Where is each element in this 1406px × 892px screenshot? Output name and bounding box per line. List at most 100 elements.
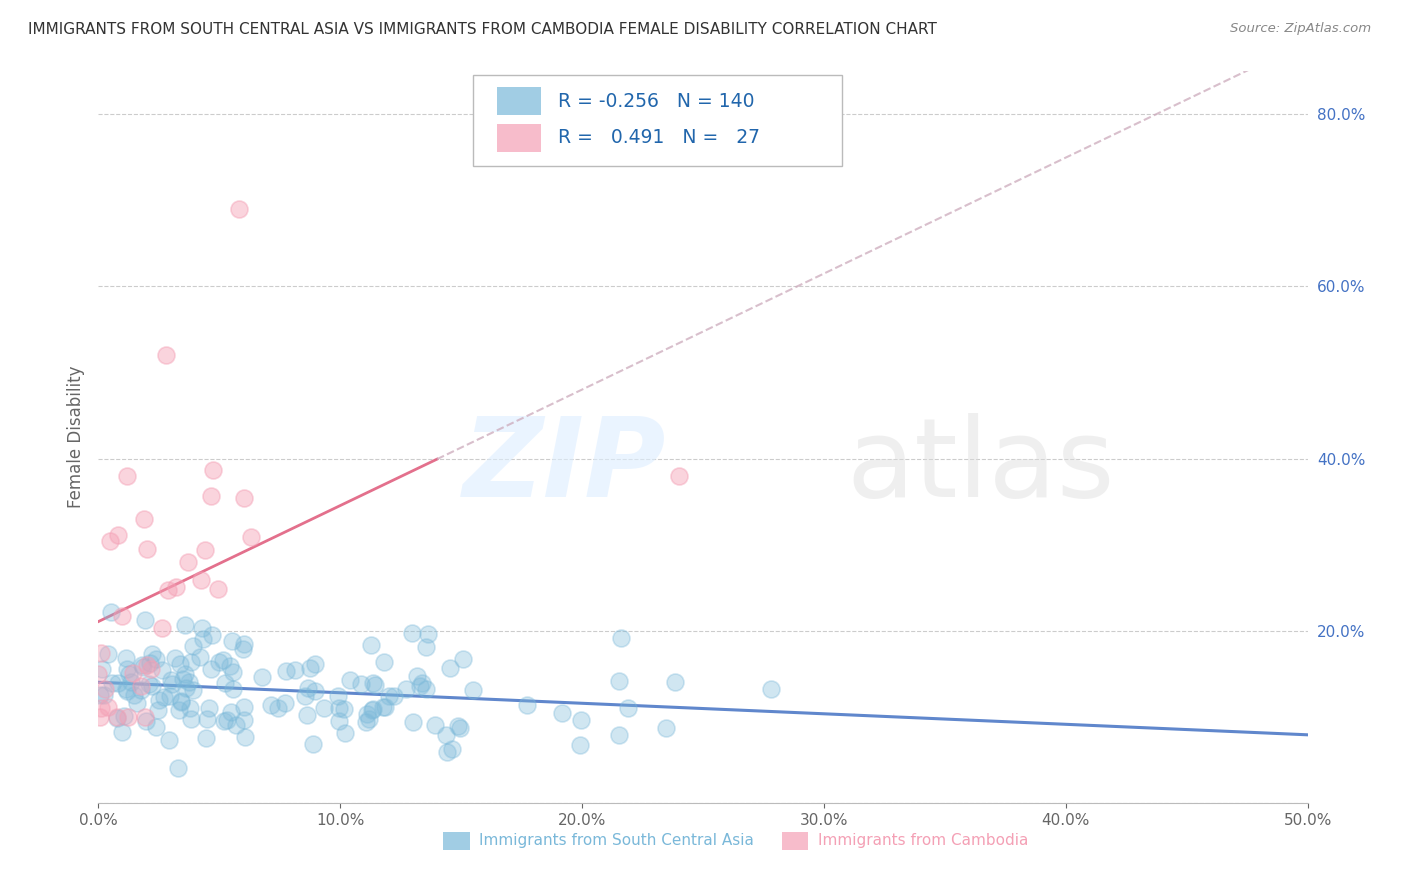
Point	[173, 667, 195, 681]
Text: IMMIGRANTS FROM SOUTH CENTRAL ASIA VS IMMIGRANTS FROM CAMBODIA FEMALE DISABILITY: IMMIGRANTS FROM SOUTH CENTRAL ASIA VS IM…	[28, 22, 936, 37]
Point	[134, 512, 156, 526]
Point	[118, 667, 141, 681]
Point	[112, 708, 135, 723]
Point	[90, 646, 112, 660]
Point	[155, 348, 177, 362]
Point	[131, 679, 153, 693]
Point	[132, 660, 155, 674]
Point	[201, 628, 224, 642]
Point	[297, 681, 319, 695]
Point	[364, 678, 387, 692]
Point	[124, 688, 146, 702]
Point	[436, 746, 458, 760]
Point	[222, 665, 245, 679]
Point	[111, 609, 134, 624]
Point	[170, 694, 193, 708]
Point	[169, 657, 191, 671]
Point	[197, 712, 219, 726]
Point	[668, 468, 690, 483]
Text: Immigrants from Cambodia: Immigrants from Cambodia	[818, 833, 1028, 848]
Point	[295, 707, 318, 722]
Point	[145, 652, 167, 666]
Point	[165, 580, 187, 594]
Point	[382, 689, 405, 703]
Point	[516, 698, 538, 712]
Point	[360, 703, 382, 717]
Point	[121, 666, 143, 681]
Point	[451, 652, 474, 666]
Point	[434, 728, 457, 742]
Point	[326, 689, 349, 703]
Point	[163, 650, 186, 665]
Point	[415, 681, 437, 696]
Point	[350, 677, 373, 691]
Point	[378, 690, 401, 704]
Point	[138, 676, 160, 690]
Point	[141, 679, 163, 693]
Point	[423, 718, 446, 732]
Point	[181, 639, 204, 653]
Point	[401, 626, 423, 640]
Bar	[443, 832, 470, 850]
Point	[304, 683, 326, 698]
Point	[115, 681, 138, 696]
Point	[101, 675, 124, 690]
Point	[159, 689, 181, 703]
Bar	[782, 832, 808, 850]
Point	[276, 664, 298, 678]
Point	[304, 657, 326, 671]
Point	[150, 621, 173, 635]
Point	[655, 721, 678, 735]
Point	[134, 710, 156, 724]
Point	[361, 675, 384, 690]
Point	[463, 683, 485, 698]
Point	[360, 638, 382, 652]
Point	[439, 661, 461, 675]
Point	[441, 742, 464, 756]
Point	[134, 613, 156, 627]
Point	[200, 489, 222, 503]
Point	[135, 657, 157, 672]
Point	[179, 675, 201, 690]
Point	[117, 710, 139, 724]
Point	[339, 673, 361, 688]
Point	[402, 715, 425, 730]
Bar	[498, 124, 541, 152]
Point	[138, 656, 160, 670]
Point	[332, 702, 354, 716]
Point	[180, 655, 202, 669]
Point	[188, 649, 211, 664]
Bar	[498, 87, 541, 115]
Point	[170, 695, 193, 709]
Point	[141, 647, 163, 661]
Point	[416, 627, 439, 641]
Point	[174, 681, 197, 695]
Point	[664, 675, 686, 690]
Point	[107, 528, 129, 542]
Point	[131, 658, 153, 673]
Point	[374, 699, 396, 714]
Point	[212, 714, 235, 728]
Point	[179, 701, 201, 715]
Point	[328, 701, 350, 715]
Text: Source: ZipAtlas.com: Source: ZipAtlas.com	[1230, 22, 1371, 36]
Point	[333, 726, 356, 740]
Point	[569, 738, 592, 752]
Point	[294, 690, 316, 704]
Point	[157, 733, 180, 747]
Point	[207, 582, 229, 597]
Point	[93, 688, 115, 702]
Point	[125, 696, 148, 710]
Point	[357, 712, 380, 726]
Point	[415, 640, 437, 655]
Point	[232, 714, 254, 728]
Point	[111, 725, 134, 739]
Point	[222, 681, 245, 696]
Y-axis label: Female Disability: Female Disability	[66, 366, 84, 508]
Point	[371, 700, 394, 714]
Point	[148, 703, 170, 717]
Point	[356, 706, 378, 721]
Point	[239, 530, 262, 544]
Point	[194, 543, 217, 558]
Point	[190, 573, 212, 587]
